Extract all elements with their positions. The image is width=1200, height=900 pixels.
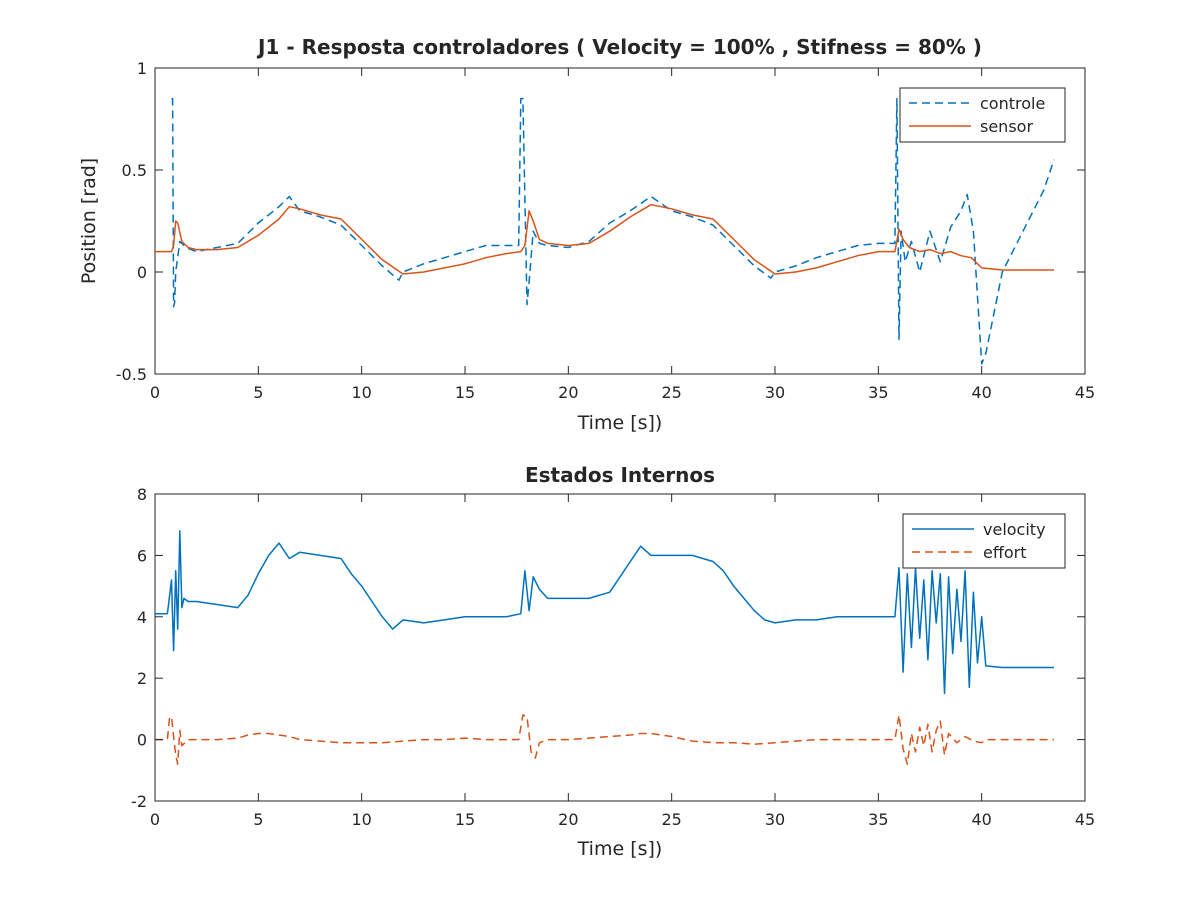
bottom-y-tick-label: 2 bbox=[137, 669, 147, 688]
top-y-tick-label: 0 bbox=[137, 263, 147, 282]
top-legend: controle sensor bbox=[899, 87, 1066, 143]
top-x-tick-label: 5 bbox=[253, 383, 263, 402]
top-plot-area bbox=[155, 97, 1055, 365]
bottom-y-tick-label: 6 bbox=[137, 546, 147, 565]
bottom-x-tick-label: 5 bbox=[253, 810, 263, 829]
bottom-y-ticks: -2 0 2 4 6 8 bbox=[131, 485, 1085, 811]
top-subplot: J1 - Resposta controladores ( Velocity =… bbox=[78, 35, 1095, 434]
bottom-y-tick-label: 0 bbox=[137, 731, 147, 750]
bottom-x-tick-label: 45 bbox=[1075, 810, 1095, 829]
bottom-legend: velocity effort bbox=[902, 513, 1066, 569]
legend-label-controle: controle bbox=[980, 94, 1045, 113]
top-x-tick-label: 20 bbox=[558, 383, 578, 402]
legend-label-velocity: velocity bbox=[983, 520, 1046, 539]
series-line-controle bbox=[171, 97, 1055, 365]
series-line-effort bbox=[155, 714, 1054, 765]
top-y-axis-label: Position [rad] bbox=[78, 158, 100, 284]
top-x-axis-label: Time [s]) bbox=[577, 412, 663, 434]
series-line-velocity bbox=[155, 530, 1054, 695]
top-y-ticks: -0.5 0 0.5 1 bbox=[116, 59, 1085, 384]
top-y-tick-label: 0.5 bbox=[122, 161, 147, 180]
bottom-plot-area bbox=[155, 530, 1054, 765]
top-x-tick-label: 30 bbox=[765, 383, 785, 402]
legend-label-sensor: sensor bbox=[980, 117, 1033, 136]
top-x-tick-label: 10 bbox=[351, 383, 371, 402]
top-x-tick-label: 0 bbox=[150, 383, 160, 402]
top-y-tick-label: -0.5 bbox=[116, 365, 147, 384]
bottom-subplot: Estados Internos 0 5 10 15 20 25 30 35 40 45 -202… bbox=[131, 463, 1095, 860]
top-x-tick-label: 15 bbox=[455, 383, 475, 402]
bottom-x-tick-label: 15 bbox=[455, 810, 475, 829]
bottom-x-ticks: 0 5 10 15 20 25 30 35 40 45 bbox=[150, 494, 1095, 829]
top-x-ticks: 0 5 10 15 20 25 30 35 40 45 bbox=[150, 68, 1095, 402]
series-line-sensor bbox=[155, 203, 1054, 275]
bottom-y-tick-label: 4 bbox=[137, 608, 147, 627]
top-chart-title: J1 - Resposta controladores ( Velocity =… bbox=[256, 35, 982, 59]
top-x-tick-label: 35 bbox=[868, 383, 888, 402]
bottom-x-tick-label: 40 bbox=[971, 810, 991, 829]
bottom-x-tick-label: 10 bbox=[351, 810, 371, 829]
bottom-x-axis-label: Time [s]) bbox=[577, 838, 663, 860]
top-x-tick-label: 40 bbox=[971, 383, 991, 402]
top-x-tick-label: 45 bbox=[1075, 383, 1095, 402]
top-legend-box bbox=[899, 87, 1066, 143]
bottom-x-tick-label: 35 bbox=[868, 810, 888, 829]
legend-label-effort: effort bbox=[983, 543, 1027, 562]
top-y-tick-label: 1 bbox=[137, 59, 147, 78]
bottom-x-tick-label: 0 bbox=[150, 810, 160, 829]
bottom-legend-box bbox=[902, 513, 1066, 569]
bottom-x-tick-label: 30 bbox=[765, 810, 785, 829]
bottom-y-tick-label: 8 bbox=[137, 485, 147, 504]
bottom-y-tick-label: -2 bbox=[131, 792, 147, 811]
top-x-tick-label: 25 bbox=[661, 383, 681, 402]
bottom-x-tick-label: 25 bbox=[661, 810, 681, 829]
bottom-chart-title: Estados Internos bbox=[525, 463, 715, 487]
bottom-x-tick-label: 20 bbox=[558, 810, 578, 829]
